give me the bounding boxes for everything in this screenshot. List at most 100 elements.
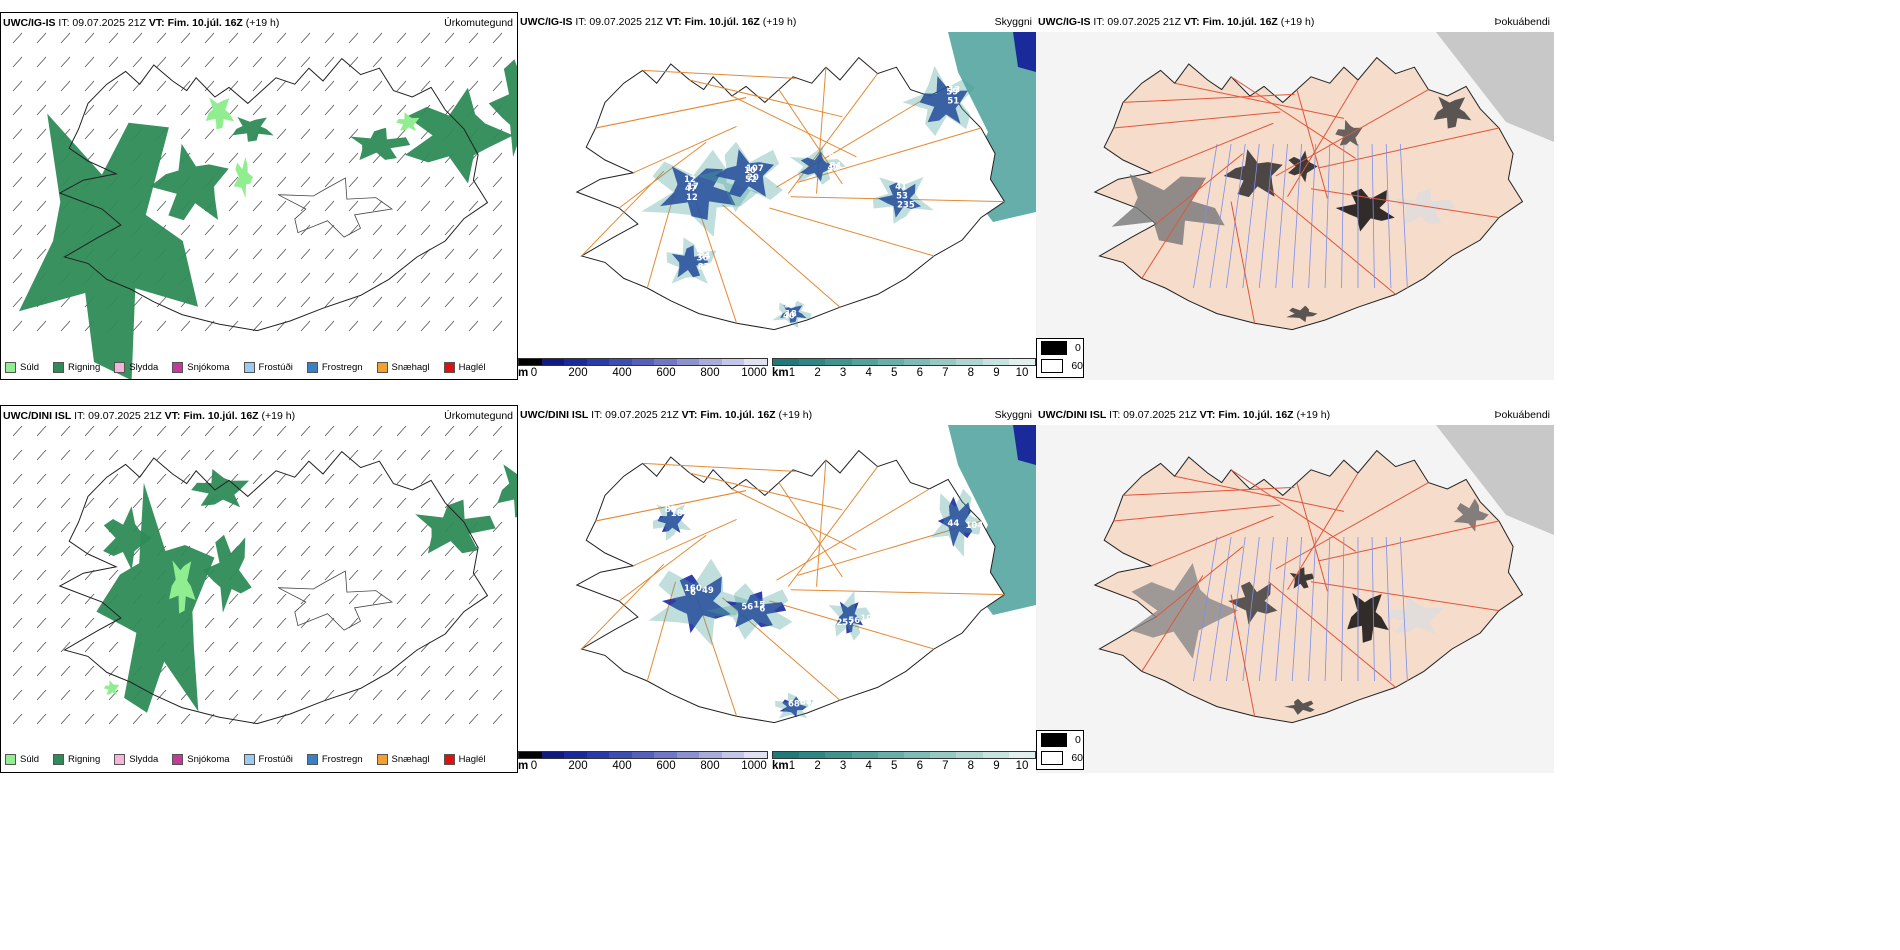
legend-swatch (172, 361, 184, 373)
wind-barb (324, 425, 335, 437)
wind-barb (36, 200, 47, 212)
cloud-map: 160 15 100 85 68 44 49 56 56 72 68 104 6 6 257 18 18 (575, 425, 1036, 724)
wind-barb (396, 713, 407, 725)
wind-barb (324, 689, 335, 701)
ceiling-value-label: 56 (848, 616, 860, 626)
wind-barb (348, 152, 359, 164)
drizzle-area (169, 560, 196, 614)
wind-barb (468, 425, 479, 437)
wind-barb (276, 521, 287, 533)
road-line (787, 73, 879, 194)
fog-index-area (1347, 592, 1389, 643)
road-line (797, 127, 982, 183)
wind-barb (228, 296, 239, 308)
road-line (769, 207, 935, 257)
road-line (816, 460, 827, 587)
legend-swatch (243, 753, 255, 765)
coastline (1093, 56, 1524, 331)
wind-barb (324, 200, 335, 212)
ceiling-value-label: 6 (690, 588, 696, 598)
wind-barb (12, 521, 23, 533)
legend-item: Snjókoma (172, 361, 230, 373)
ceiling-value-label: 36 (697, 253, 709, 263)
wind-barb (108, 128, 119, 140)
wind-barb (396, 32, 407, 44)
wind-barb (84, 80, 95, 92)
road-line (689, 472, 843, 511)
legend-swatch (243, 361, 255, 373)
rain-area (232, 117, 274, 142)
wind-barb (348, 248, 359, 260)
wind-barb (420, 497, 431, 509)
wind-barb (156, 425, 167, 437)
wind-barb (60, 56, 71, 68)
wind-barb (132, 713, 143, 725)
road-line (1151, 122, 1274, 174)
wind-barb (252, 80, 263, 92)
wind-barb (276, 665, 287, 677)
low-visibility-area (706, 583, 793, 640)
wind-barb (300, 176, 311, 188)
rain-area (415, 499, 496, 554)
wind-barb (396, 56, 407, 68)
colorbar-tick-label: 200 (568, 367, 588, 379)
colorbar-tick-label: 8 (967, 367, 975, 379)
wind-barb (156, 497, 167, 509)
wind-barb (420, 176, 431, 188)
wind-barb (468, 272, 479, 284)
wind-barb (396, 80, 407, 92)
fog-index-area (1288, 150, 1318, 183)
wind-barb (468, 497, 479, 509)
ceiling-value-label: 42 (828, 163, 840, 173)
wind-barb (372, 272, 383, 284)
ceiling-value-label: 107 (746, 164, 764, 174)
wind-barb (204, 272, 215, 284)
wind-barb (228, 224, 239, 236)
wind-barb (396, 104, 407, 116)
wind-barb (252, 473, 263, 485)
legend-swatch (5, 361, 16, 373)
wind-barb (60, 449, 71, 461)
road-line (731, 488, 857, 551)
wind-barb (276, 152, 287, 164)
wind-barb (36, 32, 47, 44)
wind-barb (372, 56, 383, 68)
colorbar-tick-label: 800 (700, 760, 720, 772)
wind-barb (300, 56, 311, 68)
wind-barb (492, 545, 503, 557)
road-line (1174, 475, 1345, 512)
legend-item: Snjókoma (172, 753, 230, 765)
wind-barb (420, 272, 431, 284)
precip-panel-bottom: UWC/DINI ISL IT: 09.07.2025 21Z VT: Fim.… (0, 405, 518, 773)
drizzle-area (396, 112, 420, 132)
low-ceiling-area (877, 182, 922, 218)
panel-title: Þokuábendi (1494, 16, 1550, 28)
wind-barb (180, 473, 191, 485)
rain-area (103, 506, 153, 570)
wind-barb (492, 32, 503, 44)
wind-barb (36, 569, 47, 581)
wind-barb (324, 473, 335, 485)
fog-index-area (1433, 96, 1472, 129)
wind-barb (132, 497, 143, 509)
wind-barb (396, 689, 407, 701)
wind-barb (492, 641, 503, 653)
wind-barb (492, 425, 503, 437)
legend-label: Slydda (129, 753, 159, 765)
fog-legend-label: 0 (1075, 734, 1081, 746)
ceiling-value-label: 257 (836, 618, 854, 628)
wind-barb (108, 689, 119, 701)
fog-panel-top: UWC/IG-IS IT: 09.07.2025 21Z VT: Fim. 10… (1036, 12, 1554, 380)
legend-item: Frostregn (306, 753, 363, 765)
river-line (1399, 536, 1408, 682)
fog-index-area (1386, 596, 1444, 635)
wind-barb (228, 152, 239, 164)
wind-barb (36, 521, 47, 533)
wind-barb (300, 641, 311, 653)
rain-area (349, 127, 411, 161)
wind-barb (468, 248, 479, 260)
wind-barb (420, 545, 431, 557)
panel-title: Þokuábendi (1494, 409, 1550, 421)
colorbar-tick-label: 1000 (741, 760, 767, 772)
wind-barb (252, 152, 263, 164)
